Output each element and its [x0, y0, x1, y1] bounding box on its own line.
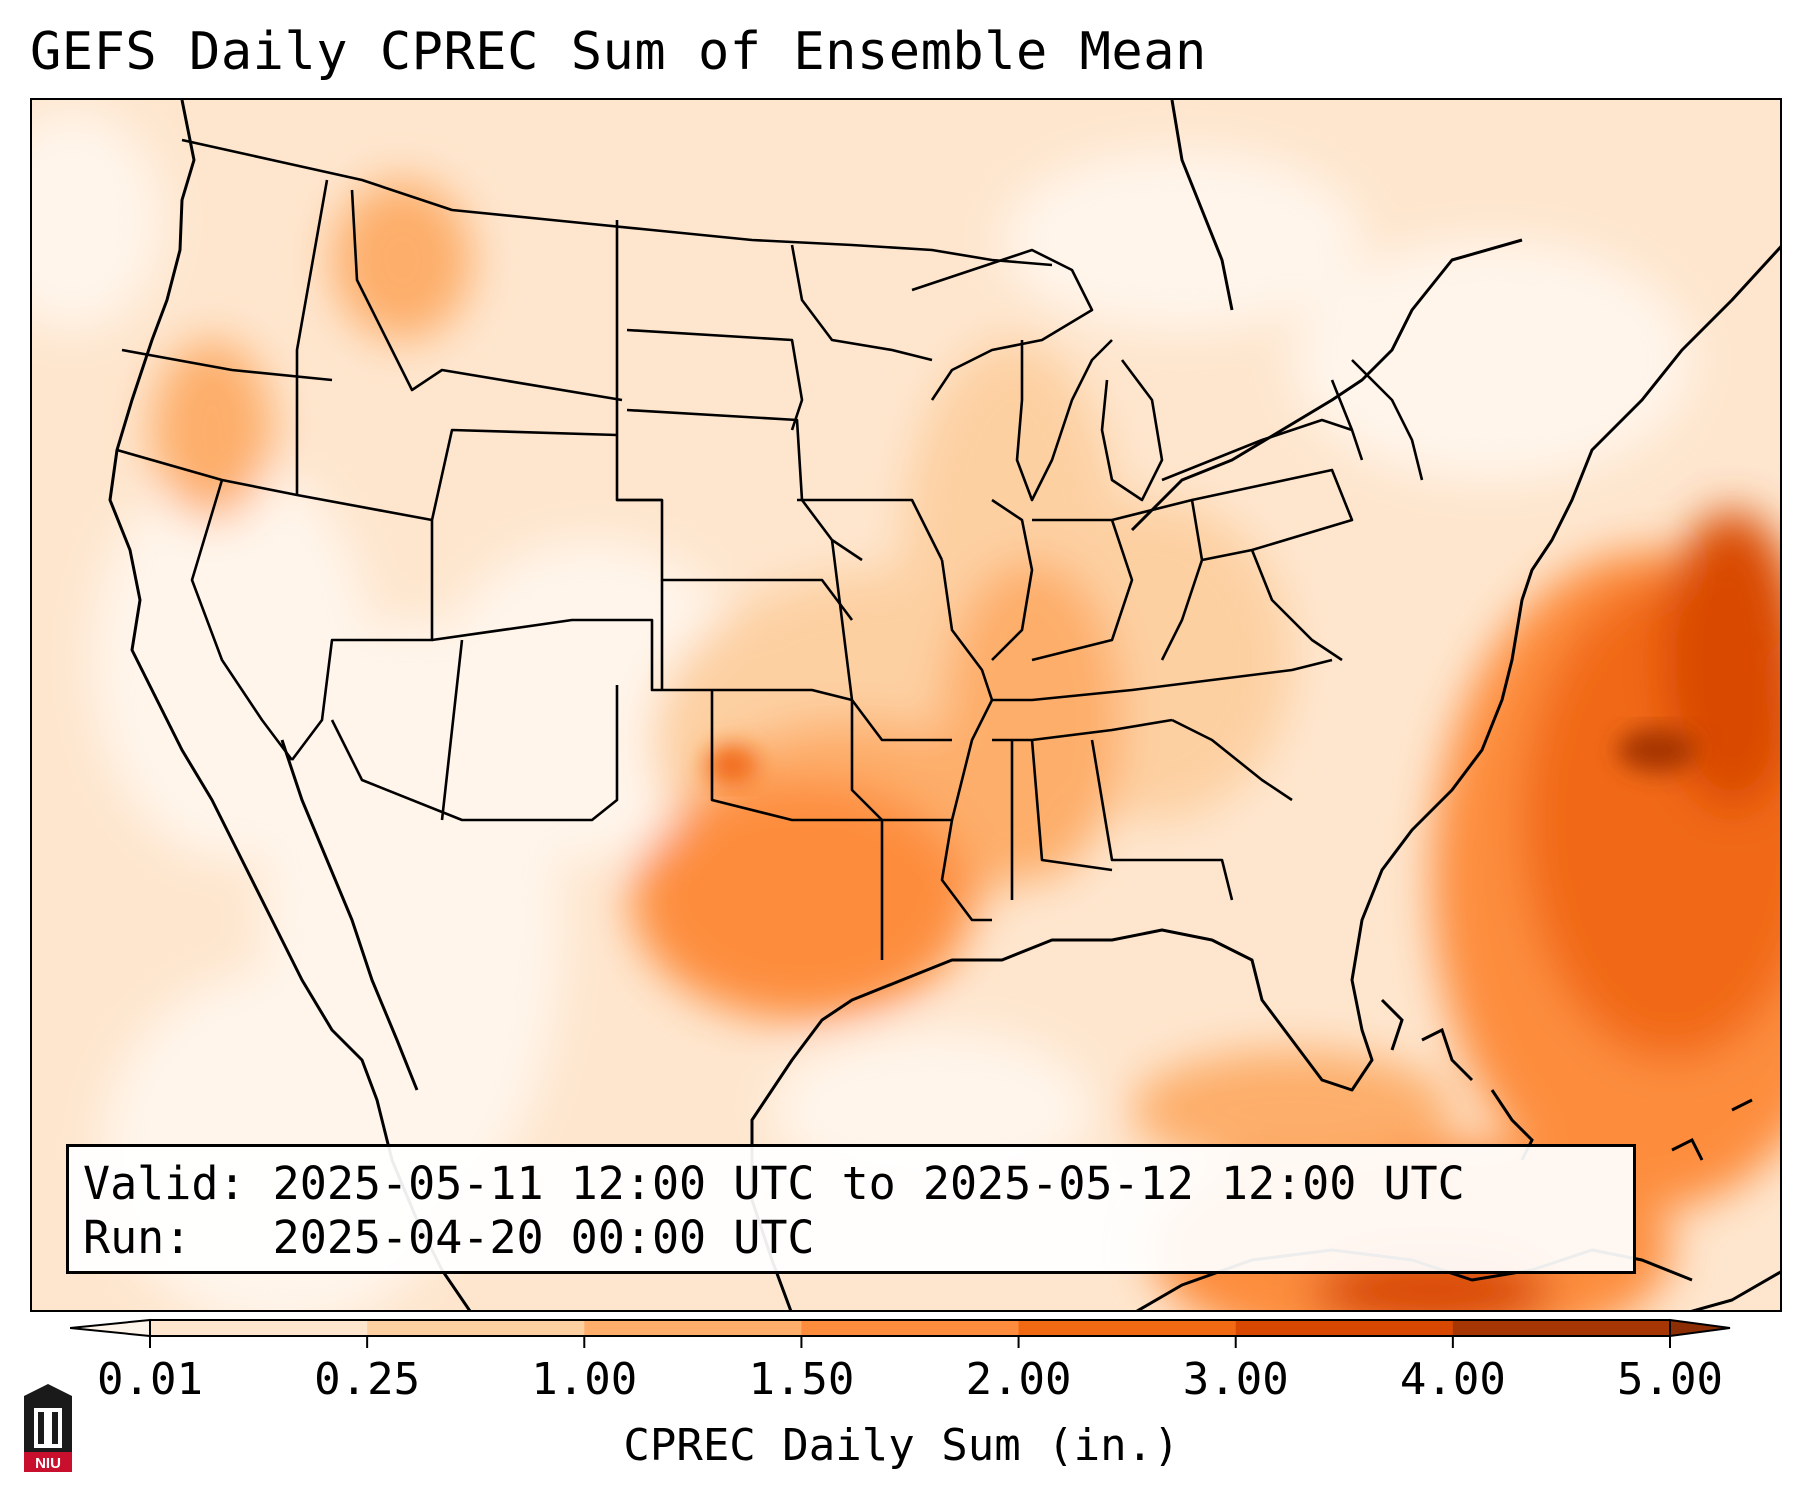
colorbar-tick-label: 1.00 [531, 1354, 637, 1405]
colorbar-swatch [1018, 1320, 1237, 1336]
colorbar-label: CPREC Daily Sum (in.) [623, 1420, 1180, 1471]
colorbar-over-arrow [1669, 1318, 1731, 1338]
valid-label: Valid: [83, 1157, 246, 1210]
colorbar-ticks: 0.01 0.25 1.00 1.50 2.00 3.00 4.00 5.00 [97, 1336, 1723, 1405]
map-canvas [32, 100, 1780, 1310]
colorbar-frame [149, 1319, 1671, 1337]
map-title: GEFS Daily CPREC Sum of Ensemble Mean [30, 22, 1207, 82]
colorbar-tick-label: 0.01 [97, 1354, 203, 1405]
colorbar-tick-label: 0.25 [314, 1354, 420, 1405]
state-borders [116, 138, 1424, 960]
precip-field [32, 110, 1780, 1310]
colorbar-swatch [150, 1320, 368, 1336]
colorbar-swatch [584, 1320, 802, 1336]
run-value: 2025-04-20 00:00 UTC [272, 1211, 815, 1264]
colorbar-under-arrow [70, 1318, 151, 1338]
colorbar-tick-label: 5.00 [1617, 1354, 1723, 1405]
svg-text:NIU: NIU [35, 1455, 61, 1472]
colorbar-tick-label: 2.00 [966, 1354, 1072, 1405]
valid-run-info-box: Valid: 2025-05-11 12:00 UTC to 2025-05-1… [66, 1144, 1636, 1274]
valid-value: 2025-05-11 12:00 UTC to 2025-05-12 12:00… [272, 1157, 1465, 1210]
colorbar-swatch [801, 1320, 1020, 1336]
colorbar-swatches [150, 1320, 1671, 1336]
precipitation-map [30, 98, 1782, 1312]
colorbar-tick-label: 4.00 [1400, 1354, 1506, 1405]
run-label: Run: [83, 1211, 192, 1264]
colorbar: 0.01 0.25 1.00 1.50 2.00 3.00 4.00 5.00 [70, 1318, 1731, 1405]
colorbar-tick-label: 1.50 [748, 1354, 854, 1405]
colorbar-swatch [1235, 1320, 1454, 1336]
niu-logo: NIU [24, 1384, 72, 1472]
valid-line: Valid: 2025-05-11 12:00 UTC to 2025-05-1… [83, 1157, 1619, 1211]
colorbar-swatch [367, 1320, 585, 1336]
colorbar-tick-label: 3.00 [1183, 1354, 1289, 1405]
run-line: Run: 2025-04-20 00:00 UTC [83, 1211, 1619, 1265]
colorbar-swatch [1452, 1320, 1671, 1336]
